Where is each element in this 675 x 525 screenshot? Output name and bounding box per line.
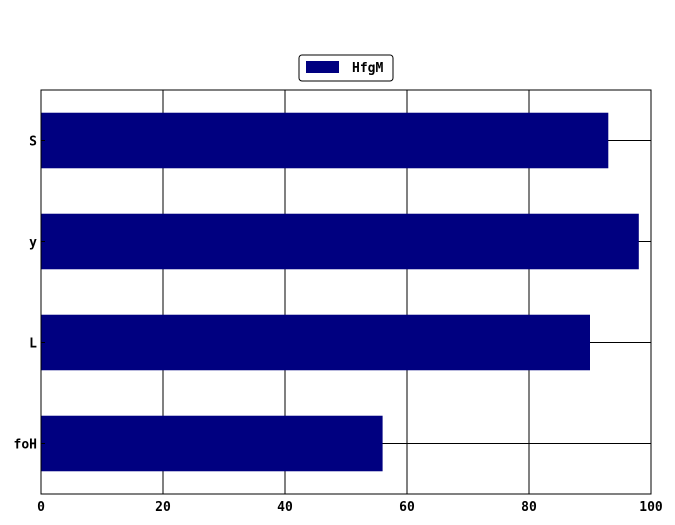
y-tick-label: S (29, 135, 37, 150)
x-tick-label: 80 (521, 500, 537, 515)
x-tick-label: 60 (399, 500, 415, 515)
x-tick-label: 20 (155, 500, 171, 515)
y-tick-label: foH (14, 438, 37, 453)
bar (41, 113, 608, 169)
legend: HfgM (299, 55, 393, 81)
bar (41, 416, 383, 472)
legend-label: HfgM (352, 61, 383, 76)
y-tick-label: y (29, 236, 37, 251)
bars (41, 113, 639, 472)
legend-swatch (306, 61, 339, 73)
bar (41, 214, 639, 270)
y-tick-label: L (29, 337, 37, 352)
x-tick-label: 100 (639, 500, 663, 515)
bar (41, 315, 590, 371)
x-tick-label: 40 (277, 500, 293, 515)
x-tick-label: 0 (37, 500, 45, 515)
